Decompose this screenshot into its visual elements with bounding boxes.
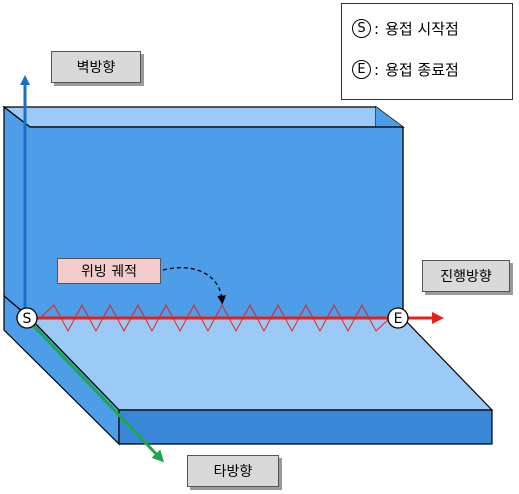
wall-plate-face xyxy=(3,105,404,319)
wall-direction-label: 벽방향 xyxy=(51,51,141,83)
other-direction-label: 타방향 xyxy=(187,455,279,487)
weaving-pointer-arrow xyxy=(162,266,227,305)
weaving-path-label: 위빙 궤적 xyxy=(57,258,161,284)
end-marker xyxy=(387,307,409,329)
travel-direction-label: 진행방향 xyxy=(422,260,510,292)
start-symbol-icon: S xyxy=(352,19,371,38)
legend-separator: : xyxy=(374,19,380,38)
legend-separator: : xyxy=(374,60,380,79)
legend-start-text: 용접 시작점 xyxy=(385,20,459,38)
other-direction-arrow xyxy=(28,320,165,463)
legend-start-row: S : 용접 시작점 xyxy=(352,18,459,39)
legend: S : 용접 시작점 E : 용접 종료점 xyxy=(341,3,513,100)
end-marker-label: E xyxy=(394,311,403,327)
end-symbol-icon: E xyxy=(352,60,371,79)
wall-plate-top-face xyxy=(2,106,405,128)
legend-end-text: 용접 종료점 xyxy=(385,61,459,79)
legend-end-row: E : 용접 종료점 xyxy=(352,59,459,80)
start-marker xyxy=(16,307,38,329)
base-plate-front-face xyxy=(118,409,493,445)
start-marker-label: S xyxy=(23,311,32,327)
